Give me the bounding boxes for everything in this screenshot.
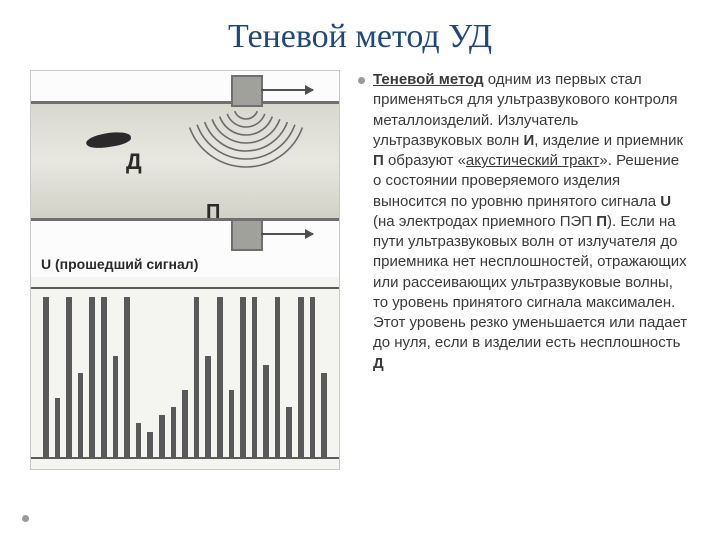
- bullet-item: Теневой метод одним из первых стал приме…: [358, 70, 690, 374]
- text-column: Теневой метод одним из первых стал приме…: [358, 70, 690, 470]
- emitter-block: [231, 75, 263, 107]
- pipe: [31, 101, 339, 221]
- arrow-bottom: [261, 233, 313, 235]
- arrow-top: [261, 89, 313, 91]
- signal-bars: [43, 289, 327, 457]
- slide: Теневой метод УД Д П U (прошедший сигнал…: [0, 0, 720, 540]
- footer-bullet-icon: [22, 515, 29, 522]
- paragraph-text: Теневой метод одним из первых стал приме…: [373, 70, 690, 374]
- label-P: П: [206, 201, 220, 224]
- receiver-block: [231, 219, 263, 251]
- signal-chart: [31, 277, 339, 469]
- figure-column: Д П U (прошедший сигнал): [30, 70, 340, 470]
- label-U: U (прошедший сигнал): [41, 256, 198, 272]
- bullet-dot-icon: [358, 77, 365, 84]
- content-columns: Д П U (прошедший сигнал) Теневой метод о…: [30, 70, 690, 470]
- chart-bottom-line: [31, 457, 339, 459]
- label-D: Д: [126, 149, 142, 175]
- figure: Д П U (прошедший сигнал): [30, 70, 340, 470]
- slide-title: Теневой метод УД: [30, 18, 690, 56]
